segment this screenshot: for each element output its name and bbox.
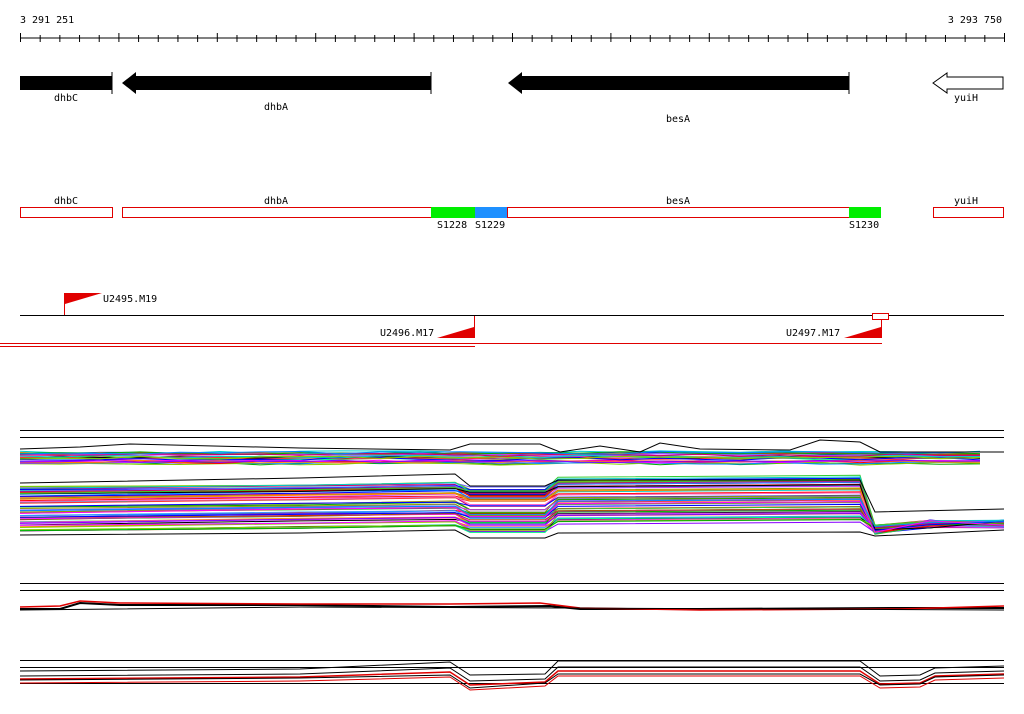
segment-gene-label-dhbC: dhbC	[54, 196, 78, 207]
segment-box-dhbA[interactable]	[122, 207, 432, 218]
gene-label-besA: besA	[666, 114, 690, 125]
transcript-label-U2496: U2496.M17	[380, 328, 434, 339]
expression-profile-line	[19, 483, 1005, 534]
expression-profile-line	[19, 451, 981, 456]
gene-arrow-dhbC[interactable]: dhbC	[20, 72, 113, 104]
segment-gene-label-yuiH: yuiH	[954, 196, 978, 207]
transcript-label-U2495: U2495.M19	[103, 294, 157, 305]
segment-label-S1230: S1230	[849, 220, 879, 231]
transcript-U2497-M17[interactable]: U2497.M17	[786, 313, 889, 340]
expression-profile-line	[19, 501, 1005, 533]
expression-profile-line	[19, 450, 981, 455]
expression-profile-line	[19, 529, 1005, 539]
transcript-U2495-M19[interactable]: U2495.M19	[64, 293, 158, 315]
expression-profile-line	[19, 439, 1004, 453]
expression-profile-line	[19, 660, 1005, 677]
segment-label-S1229: S1229	[475, 220, 505, 231]
expression-profile-line	[19, 600, 1005, 611]
expression-profile-line	[19, 666, 1005, 682]
coordinate-ruler: 3 291 251 3 293 750	[20, 15, 1005, 42]
gene-arrow-dhbA[interactable]: dhbA	[122, 72, 432, 113]
gene-label-dhbC: dhbC	[54, 93, 78, 104]
expression-profile-line	[19, 675, 1005, 691]
transcript-U2496-M17[interactable]: U2496.M17	[380, 316, 475, 339]
gene-track: dhbC dhbA besA yuiH	[20, 72, 1004, 125]
segment-box-dhbC[interactable]	[20, 207, 113, 218]
transcript-track: U2495.M19 U2496.M17 U2497.M17	[0, 293, 1004, 347]
profile-lines-pair	[19, 600, 1005, 611]
expression-profile-line	[19, 461, 981, 466]
segment-block-S1230[interactable]	[849, 207, 881, 218]
expression-profile-line	[19, 606, 1005, 611]
transcript-label-U2497: U2497.M17	[786, 328, 840, 339]
segment-box-yuiH[interactable]	[933, 207, 1004, 218]
expression-profile-line	[19, 452, 981, 457]
segment-gene-label-dhbA: dhbA	[264, 196, 288, 207]
expression-profile-line	[19, 670, 1005, 686]
expression-profile-line	[19, 484, 1005, 531]
profile-lines-multi	[19, 439, 1005, 539]
segment-label-S1228: S1228	[437, 220, 467, 231]
segment-block-S1229[interactable]	[475, 207, 507, 218]
expression-profile-line	[19, 498, 1005, 528]
segment-box-besA[interactable]	[507, 207, 850, 218]
expression-profile-line	[19, 459, 981, 464]
segment-gene-label-besA: besA	[666, 196, 690, 207]
profile-track-pair	[19, 583, 1005, 611]
expression-profile-line	[19, 479, 1005, 526]
gene-arrow-besA[interactable]: besA	[508, 72, 850, 125]
gene-label-yuiH: yuiH	[954, 93, 978, 104]
profile-track-multi	[19, 430, 1005, 539]
gene-label-dhbA: dhbA	[264, 102, 288, 113]
expression-profile-line	[19, 503, 1005, 531]
segment-track: dhbC dhbA besA yuiH S1228 S1229 S1230	[20, 196, 1004, 231]
profile-lines-small	[19, 660, 1005, 691]
expression-profile-line	[19, 455, 981, 460]
expression-profile-line	[19, 473, 1005, 513]
gene-arrow-yuiH[interactable]: yuiH	[932, 72, 1004, 104]
expression-profile-line	[19, 673, 1005, 689]
ruler-start-label: 3 291 251	[20, 15, 74, 26]
segment-block-S1228[interactable]	[431, 207, 475, 218]
ruler-ticks	[20, 33, 1005, 42]
ruler-end-label: 3 293 750	[948, 15, 1002, 26]
profile-track-small	[19, 660, 1005, 691]
